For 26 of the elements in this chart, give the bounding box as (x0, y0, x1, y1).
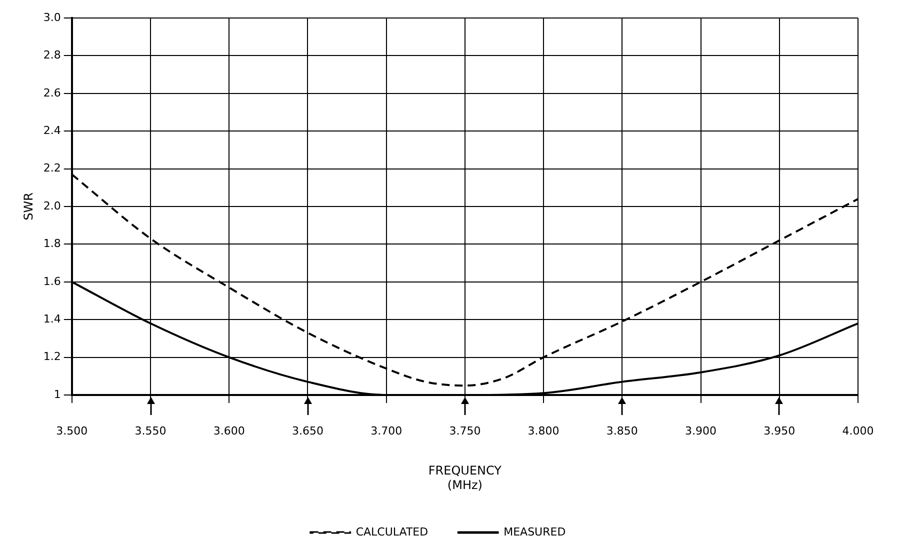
x-tick-label: 3.950 (764, 424, 796, 438)
y-tick-label: 1.2 (43, 350, 61, 364)
legend-label: CALCULATED (356, 525, 428, 538)
x-tick-label: 3.550 (134, 424, 166, 438)
y-tick-label: 1.4 (43, 312, 61, 326)
y-tick-label: 3.0 (43, 10, 61, 24)
y-tick-label: 2.4 (43, 124, 61, 137)
y-tick-label: 2.0 (43, 199, 61, 212)
x-tick-label: 3.850 (606, 424, 638, 438)
y-tick-label: 1 (54, 388, 61, 401)
x-tick-label: 3.900 (685, 424, 717, 438)
x-axis-title: FREQUENCY (MHz) (428, 464, 502, 492)
x-tick-label: 3.500 (56, 424, 88, 438)
x-tick-label: 3.650 (292, 424, 324, 438)
x-tick-label: 3.600 (213, 424, 245, 438)
y-tick-label: 2.8 (43, 48, 61, 62)
y-axis-title: SWR (21, 192, 36, 220)
legend-label: MEASURED (504, 525, 566, 538)
y-tick-label: 2.2 (43, 162, 61, 175)
y-tick-label: 1.6 (43, 274, 61, 288)
x-tick-label: 4.000 (842, 424, 874, 438)
y-tick-label: 2.6 (43, 86, 61, 100)
x-tick-label: 3.800 (528, 424, 560, 438)
x-tick-label: 3.750 (449, 424, 481, 438)
y-tick-label: 1.8 (43, 237, 61, 250)
x-tick-label: 3.700 (370, 424, 402, 438)
